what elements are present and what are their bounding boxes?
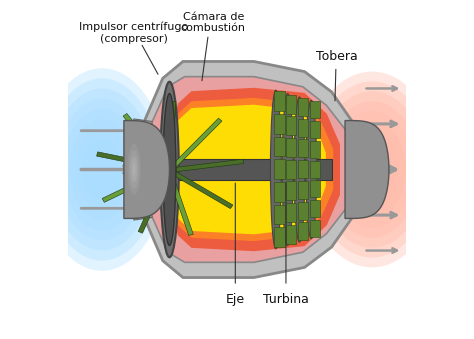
Bar (298, 181, 308, 199)
Ellipse shape (51, 88, 153, 251)
Bar (286, 160, 296, 179)
Ellipse shape (129, 150, 139, 189)
Bar (298, 119, 308, 137)
Text: Tobera: Tobera (316, 50, 357, 63)
Polygon shape (168, 175, 193, 236)
Bar (274, 182, 284, 202)
Ellipse shape (96, 159, 109, 180)
Ellipse shape (318, 91, 426, 248)
Polygon shape (173, 118, 222, 167)
Bar (286, 181, 296, 200)
Bar (310, 200, 320, 217)
Ellipse shape (365, 160, 379, 179)
Bar (286, 203, 296, 222)
Ellipse shape (282, 94, 293, 245)
Ellipse shape (358, 150, 385, 189)
Ellipse shape (294, 97, 305, 242)
Polygon shape (133, 119, 152, 129)
Ellipse shape (131, 157, 137, 182)
Polygon shape (173, 172, 233, 209)
Bar (286, 116, 296, 135)
Ellipse shape (338, 121, 406, 218)
Text: Cámara de
combustión: Cámara de combustión (181, 12, 246, 34)
Ellipse shape (325, 101, 419, 238)
Bar (298, 139, 308, 157)
Bar (310, 180, 320, 198)
Bar (286, 225, 296, 244)
Ellipse shape (132, 163, 136, 176)
Ellipse shape (38, 68, 166, 271)
Polygon shape (102, 170, 164, 202)
Polygon shape (147, 77, 359, 262)
Polygon shape (171, 105, 326, 234)
Polygon shape (143, 61, 365, 278)
Bar (274, 204, 284, 224)
Ellipse shape (331, 111, 412, 228)
Bar (310, 141, 320, 158)
Ellipse shape (345, 130, 399, 209)
Ellipse shape (70, 119, 134, 220)
Bar (170, 159, 331, 180)
Polygon shape (171, 88, 340, 251)
Polygon shape (123, 114, 168, 165)
Bar (274, 137, 284, 157)
Polygon shape (176, 159, 244, 172)
Ellipse shape (82, 139, 121, 200)
Bar (286, 95, 296, 114)
Ellipse shape (271, 90, 281, 249)
Bar (298, 98, 308, 116)
Bar (286, 138, 296, 157)
Bar (274, 159, 284, 179)
Bar (310, 161, 320, 178)
Ellipse shape (306, 100, 317, 239)
Ellipse shape (44, 78, 160, 261)
Polygon shape (345, 121, 389, 218)
Bar (274, 227, 284, 247)
Bar (274, 91, 284, 111)
Bar (310, 101, 320, 118)
Text: Turbina: Turbina (263, 293, 309, 306)
Ellipse shape (89, 149, 115, 190)
Polygon shape (171, 98, 333, 241)
Bar (298, 160, 308, 178)
Bar (274, 114, 284, 134)
Polygon shape (97, 152, 164, 170)
Ellipse shape (304, 72, 439, 267)
Polygon shape (124, 121, 170, 218)
Polygon shape (168, 101, 176, 164)
Ellipse shape (352, 140, 392, 199)
Ellipse shape (163, 94, 176, 245)
Ellipse shape (64, 109, 140, 230)
Ellipse shape (311, 81, 433, 258)
Bar (298, 222, 308, 240)
Polygon shape (138, 174, 168, 233)
Bar (310, 121, 320, 138)
Ellipse shape (160, 82, 179, 257)
Bar (298, 202, 308, 220)
Ellipse shape (128, 144, 141, 195)
Ellipse shape (57, 99, 147, 240)
Bar (310, 220, 320, 237)
Polygon shape (133, 210, 152, 220)
Ellipse shape (76, 129, 128, 210)
Text: Eje: Eje (226, 293, 245, 306)
Text: Impulsor centrífugo
(compresor): Impulsor centrífugo (compresor) (80, 22, 189, 44)
